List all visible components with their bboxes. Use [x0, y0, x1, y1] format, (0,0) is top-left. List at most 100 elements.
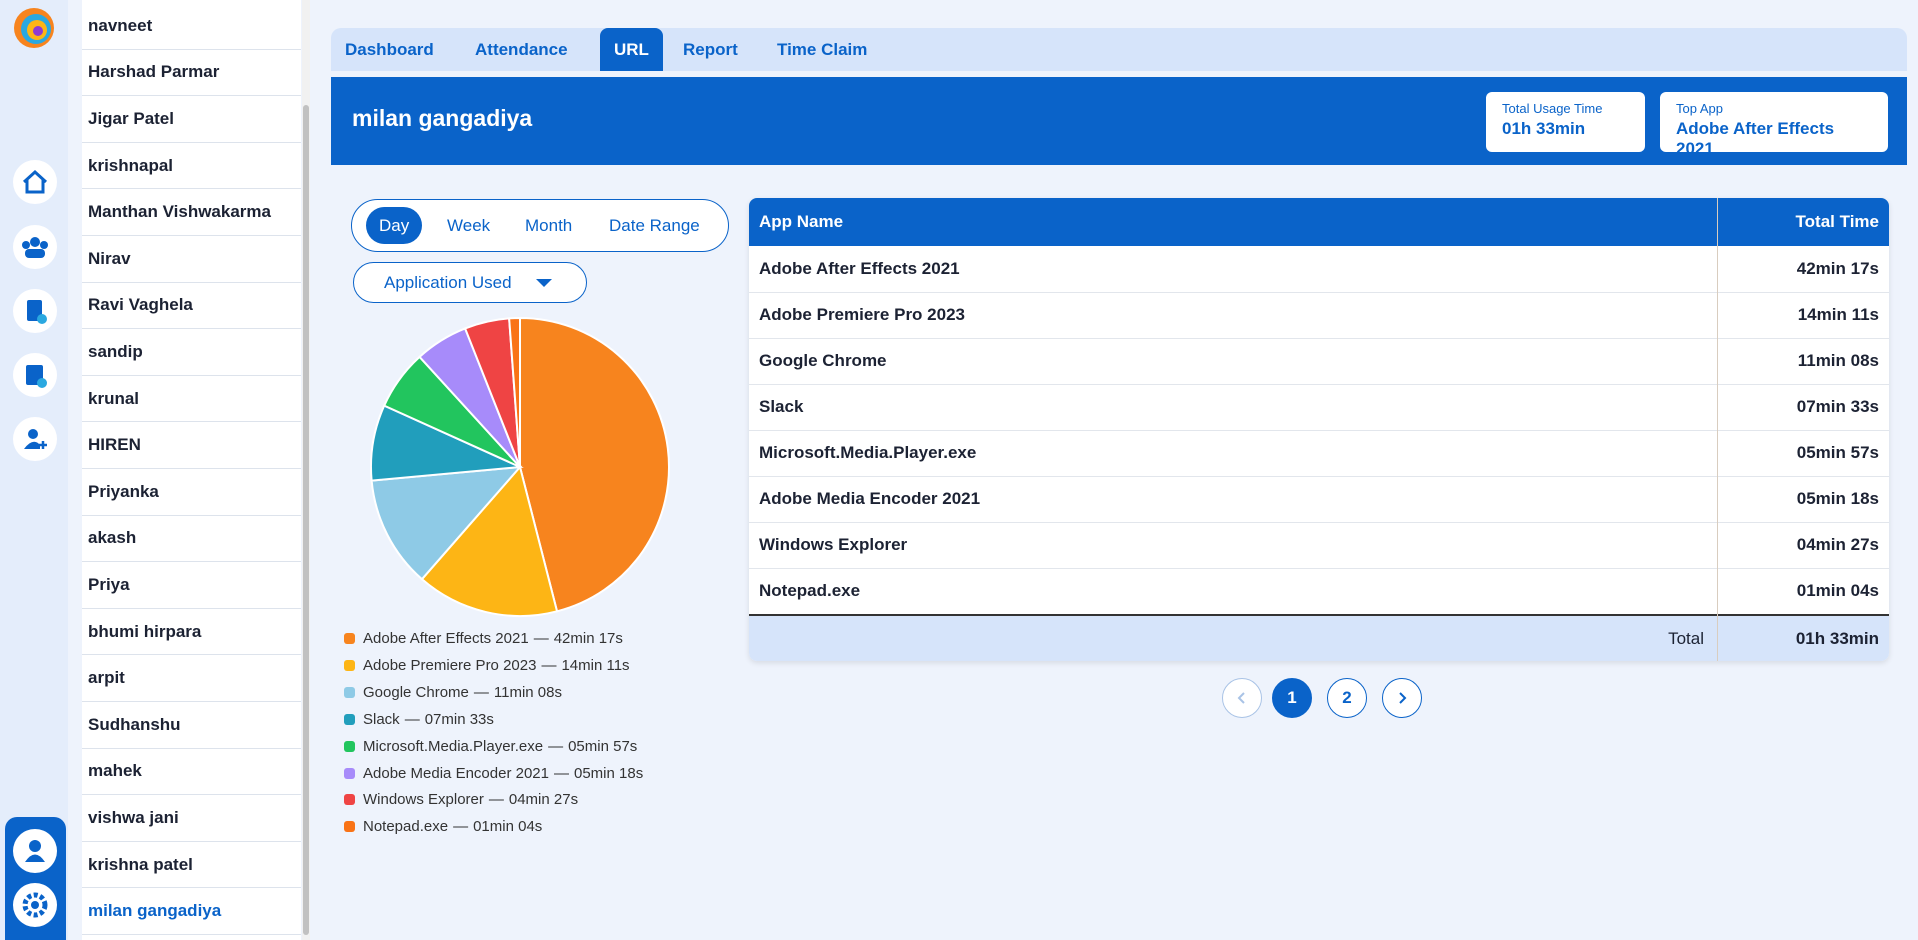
prev-page[interactable] — [1222, 678, 1262, 718]
app-name: Notepad.exe — [759, 581, 861, 600]
stat-label: Top App — [1676, 101, 1723, 116]
legend-separator: — — [488, 791, 504, 809]
home-icon[interactable] — [13, 160, 57, 204]
user-item[interactable]: arpit — [82, 655, 301, 702]
table-header: App Name Total Time — [749, 198, 1889, 246]
employee-name: milan gangadiya — [352, 105, 533, 131]
page-button[interactable]: 1 — [1272, 678, 1312, 718]
legend-value: 11min 08s — [493, 683, 562, 701]
tab[interactable]: Time Claim — [777, 39, 868, 59]
legend-label: Adobe After Effects 2021 — [363, 630, 529, 647]
user-item[interactable]: akash — [82, 516, 301, 563]
legend-separator: — — [548, 737, 564, 755]
user-item[interactable]: milan gangadiya — [82, 888, 301, 935]
user-item[interactable]: mahek — [82, 749, 301, 796]
legend-item: Google Chrome —11min 08s — [344, 684, 562, 701]
user-item[interactable]: Jigar Patel — [82, 96, 301, 143]
user-item[interactable]: Ravi Vaghela — [82, 283, 301, 330]
table-footer: Total 01h 33min — [749, 614, 1889, 661]
user-item[interactable]: Priya — [82, 562, 301, 609]
header-cell: Total Time — [1795, 212, 1879, 231]
range-button[interactable]: Week — [447, 215, 491, 235]
range-button[interactable]: Day — [366, 207, 423, 244]
user-item[interactable]: Harshad Parmar — [82, 50, 301, 97]
user-item[interactable]: krishnapal — [82, 143, 301, 190]
user-item[interactable]: bhumi hirpara — [82, 609, 301, 656]
profile-panel — [5, 817, 66, 940]
table-row: Adobe Premiere Pro 2023 14min 11s — [749, 292, 1889, 339]
legend-swatch — [344, 740, 355, 752]
user-item[interactable]: vishwa jani — [82, 795, 301, 842]
legend-item: Notepad.exe —01min 04s — [344, 818, 542, 835]
pie-slice — [508, 316, 521, 468]
legend-label: Notepad.exe — [363, 818, 449, 836]
app-name: Slack — [759, 397, 804, 416]
user-item[interactable]: navneet — [82, 3, 301, 50]
tab[interactable]: Report — [683, 39, 738, 59]
legend-swatch — [344, 633, 355, 644]
table-row: Adobe Media Encoder 2021 05min 18s — [749, 476, 1889, 523]
legend-value: 42min 17s — [553, 630, 623, 647]
legend-label: Windows Explorer — [363, 791, 484, 809]
table-row: Windows Explorer 04min 27s — [749, 522, 1889, 569]
user-list: navneet Harshad Parmar Jigar Patel krishnap… — [82, 0, 301, 940]
legend-item: Slack —07min 33s — [344, 711, 494, 728]
legend-label: Slack — [363, 710, 400, 728]
tab[interactable]: Dashboard — [345, 39, 434, 59]
user-item[interactable]: krishna patel — [82, 842, 301, 889]
legend-item: Microsoft.Media.Player.exe —05min 57s — [344, 738, 637, 755]
legend-value: 05min 57s — [568, 737, 638, 755]
tab-bar: Dashboard Attendance URL Report Time Claim — [331, 28, 1907, 71]
range-button[interactable]: Date Range — [609, 215, 700, 235]
legend-value: 14min 11s — [561, 656, 630, 674]
app-name: Google Chrome — [759, 351, 887, 370]
task-icon[interactable] — [13, 289, 57, 333]
legend-label: Google Chrome — [363, 683, 469, 701]
dropdown[interactable]: Application Used — [353, 262, 587, 303]
team-icon[interactable] — [13, 225, 57, 269]
user-item[interactable]: Priyanka — [82, 469, 301, 516]
legend-separator: — — [453, 818, 469, 836]
table-row: Slack 07min 33s — [749, 384, 1889, 431]
legend-swatch — [344, 659, 355, 671]
legend-item: Windows Explorer —04min 27s — [344, 791, 578, 808]
legend-value: 04min 27s — [508, 791, 579, 809]
next-page[interactable] — [1382, 678, 1422, 718]
add-user-icon[interactable] — [13, 417, 57, 461]
range-button[interactable]: Month — [525, 215, 573, 235]
user-item[interactable]: Nirav — [82, 236, 301, 283]
profile-icon[interactable] — [13, 829, 57, 873]
pie-slice — [420, 464, 559, 617]
stat-value: Adobe After Effects 2021 — [1676, 119, 1835, 158]
stat-card: Total Usage Time 01h 33min — [1486, 92, 1645, 152]
page-button[interactable]: 2 — [1327, 678, 1367, 718]
pie-slice — [519, 316, 670, 613]
settings-icon[interactable] — [13, 883, 57, 927]
legend-value: 01min 04s — [473, 818, 543, 836]
column-divider — [1717, 198, 1718, 661]
app-name: Adobe After Effects 2021 — [759, 259, 960, 278]
user-item[interactable]: Sudhanshu — [82, 702, 301, 749]
app-time: 14min 11s — [1797, 305, 1879, 324]
app-time: 01min 04s — [1796, 581, 1879, 600]
app-time: 04min 27s — [1796, 535, 1879, 554]
legend-separator: — — [533, 630, 549, 647]
scroll-thumb[interactable] — [303, 105, 309, 935]
user-item[interactable]: Manthan Vishwakarma — [82, 189, 301, 236]
app-time: 07min 33s — [1796, 397, 1879, 416]
dropdown-arrow — [535, 278, 552, 287]
table-row: Adobe After Effects 2021 42min 17s — [749, 246, 1889, 293]
table-row: Microsoft.Media.Player.exe 05min 57s — [749, 430, 1889, 477]
legend-item: Adobe Premiere Pro 2023—14min 11s — [344, 657, 630, 674]
tab[interactable]: Attendance — [475, 39, 568, 59]
user-item[interactable]: sandip — [82, 329, 301, 376]
legend-separator: — — [473, 683, 489, 701]
payroll-icon[interactable] — [13, 353, 57, 397]
legend-label: Microsoft.Media.Player.exe — [363, 737, 544, 755]
user-item[interactable]: HIREN — [82, 422, 301, 469]
user-item[interactable]: krunal — [82, 376, 301, 423]
tab[interactable]: URL — [600, 28, 663, 71]
legend-swatch — [344, 686, 355, 698]
legend-swatch — [344, 713, 355, 725]
legend-swatch — [344, 767, 355, 779]
